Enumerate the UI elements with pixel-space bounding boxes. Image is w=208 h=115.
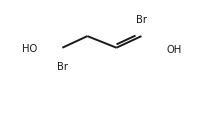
Text: Br: Br xyxy=(136,15,147,25)
Text: Br: Br xyxy=(57,61,68,71)
Text: OH: OH xyxy=(166,45,182,54)
Text: HO: HO xyxy=(22,43,37,53)
